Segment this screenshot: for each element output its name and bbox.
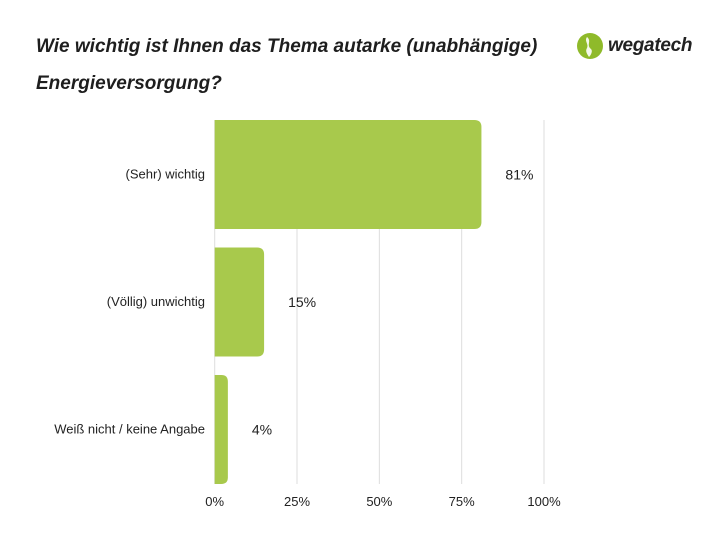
value-label: 81% bbox=[505, 167, 533, 183]
bar bbox=[214, 120, 482, 229]
bar bbox=[214, 375, 228, 484]
labels: 0% 25% 50% 75% 100% (Sehr) wichtig 81% (Völlig)… bbox=[54, 167, 561, 510]
x-tick-label: 0% bbox=[205, 494, 224, 509]
value-label: 15% bbox=[288, 294, 316, 310]
logo-text: wegatech bbox=[608, 35, 693, 56]
category-label: Weiß nicht / keine Angabe bbox=[54, 422, 205, 437]
x-tick-label: 75% bbox=[449, 494, 475, 509]
bar bbox=[214, 247, 265, 357]
chart-title: Wie wichtig ist Ihnen das Thema autarke … bbox=[36, 36, 538, 94]
category-label: (Sehr) wichtig bbox=[126, 167, 205, 182]
bars bbox=[214, 120, 482, 484]
category-label: (Völlig) unwichtig bbox=[107, 294, 205, 309]
x-tick-label: 25% bbox=[284, 494, 310, 509]
x-tick-label: 100% bbox=[527, 494, 561, 509]
logo: wegatech bbox=[576, 32, 692, 60]
wegatech-logo-icon bbox=[577, 33, 603, 59]
value-label: 4% bbox=[252, 422, 272, 438]
x-tick-label: 50% bbox=[366, 494, 392, 509]
